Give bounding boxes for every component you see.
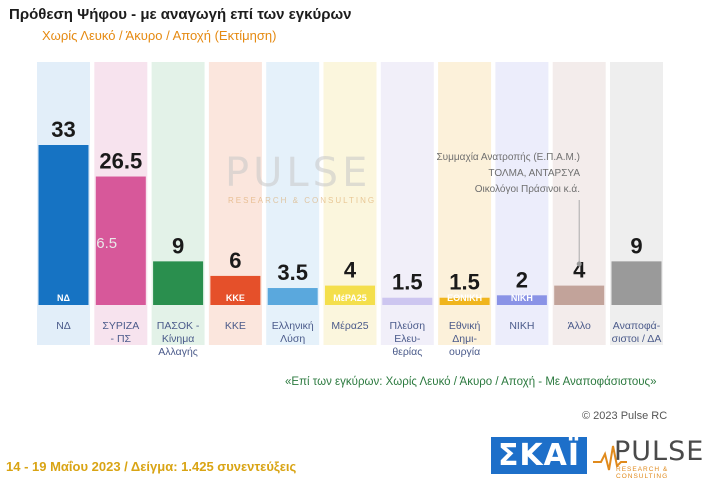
annotation-label: 6.5 bbox=[96, 235, 117, 252]
bar bbox=[439, 297, 490, 305]
category-label: Πλεύση bbox=[390, 320, 426, 332]
bar bbox=[382, 297, 433, 305]
value-label: 4 bbox=[573, 258, 586, 283]
category-label: ΠΑΣΟΚ - bbox=[157, 320, 200, 332]
category-label: Ελληνική bbox=[272, 320, 314, 332]
category-label: Άλλο bbox=[568, 320, 591, 332]
party-logo-label: ΚΚΕ bbox=[226, 293, 245, 303]
copyright: © 2023 Pulse RC bbox=[582, 410, 668, 422]
value-label: 6 bbox=[229, 248, 241, 273]
value-label: 1.5 bbox=[392, 270, 423, 295]
category-label: Εθνική bbox=[449, 320, 481, 332]
value-label: 26.5 bbox=[99, 149, 142, 174]
bar bbox=[210, 275, 261, 305]
watermark-sub: RESEARCH & CONSULTING bbox=[228, 196, 377, 205]
bar bbox=[554, 285, 605, 305]
value-label: 9 bbox=[172, 233, 184, 258]
footnote: «Επί των εγκύρων: Χωρίς Λευκό / Άκυρο / … bbox=[285, 376, 657, 388]
bar bbox=[267, 288, 318, 305]
pulse-wave-icon bbox=[593, 445, 627, 471]
value-label: 3.5 bbox=[277, 260, 308, 285]
other-note-line-2: ΤΟΛΜΑ, ΑΝΤΑΡΣΥΑ bbox=[488, 168, 580, 179]
pulse-logo-word: PULSE bbox=[614, 436, 705, 467]
party-logo-label: ΕΘΝΙΚΗ bbox=[447, 293, 482, 303]
other-note-line-3: Οικολόγοι Πράσινοι κ.ά. bbox=[474, 184, 580, 195]
party-logo-label: ΝΙΚΗ bbox=[511, 293, 533, 303]
pulse-logo-sub: RESEARCH & CONSULTING bbox=[616, 466, 669, 480]
bar bbox=[496, 295, 547, 305]
category-label: ΣΥΡΙΖΑ bbox=[102, 320, 139, 332]
bar bbox=[38, 145, 89, 305]
chart-subtitle: Χωρίς Λευκό / Άκυρο / Αποχή (Εκτίμηση) bbox=[42, 28, 277, 43]
category-label: - ΠΣ bbox=[111, 333, 132, 345]
category-label: ΚΚΕ bbox=[225, 320, 246, 332]
category-label: ουργία bbox=[449, 346, 480, 358]
bar bbox=[95, 176, 146, 305]
value-label: 9 bbox=[630, 233, 642, 258]
party-logo-label: ΜέΡΑ25 bbox=[333, 293, 366, 303]
watermark-word: PULSE bbox=[225, 150, 372, 196]
category-label: θερίας bbox=[392, 346, 422, 358]
category-label: Αναποφά- bbox=[613, 320, 661, 332]
bar bbox=[611, 261, 662, 305]
chart-title: Πρόθεση Ψήφου - με αναγωγή επί των εγκύρ… bbox=[9, 6, 352, 23]
category-label: Δημι- bbox=[452, 333, 477, 345]
value-label: 1.5 bbox=[449, 270, 480, 295]
category-label: σιστοι / ΔΑ bbox=[612, 333, 662, 345]
category-label: Κίνημα bbox=[162, 333, 195, 345]
other-connector-dot bbox=[576, 261, 582, 267]
value-label: 33 bbox=[51, 117, 75, 142]
value-label: 4 bbox=[344, 258, 357, 283]
bar bbox=[325, 285, 375, 305]
value-label: 2 bbox=[516, 267, 528, 292]
other-note-line-1: Συμμαχία Ανατροπής (Ε.Π.Α.Μ.) bbox=[436, 152, 581, 163]
category-label: ΝΔ bbox=[56, 320, 71, 332]
category-label: Ελευ- bbox=[394, 333, 421, 345]
bar bbox=[153, 261, 204, 305]
category-label: Λύση bbox=[280, 333, 305, 345]
skai-logo: ΣΚΑΪ bbox=[491, 437, 587, 474]
category-label: ΝΙΚΗ bbox=[509, 320, 534, 332]
party-logo-label: ΝΔ bbox=[57, 293, 70, 303]
survey-dates: 14 - 19 Μαΐου 2023 / Δείγμα: 1.425 συνεν… bbox=[6, 459, 297, 474]
category-label: Αλλαγής bbox=[158, 346, 198, 358]
category-label: Μέρα25 bbox=[331, 320, 368, 332]
